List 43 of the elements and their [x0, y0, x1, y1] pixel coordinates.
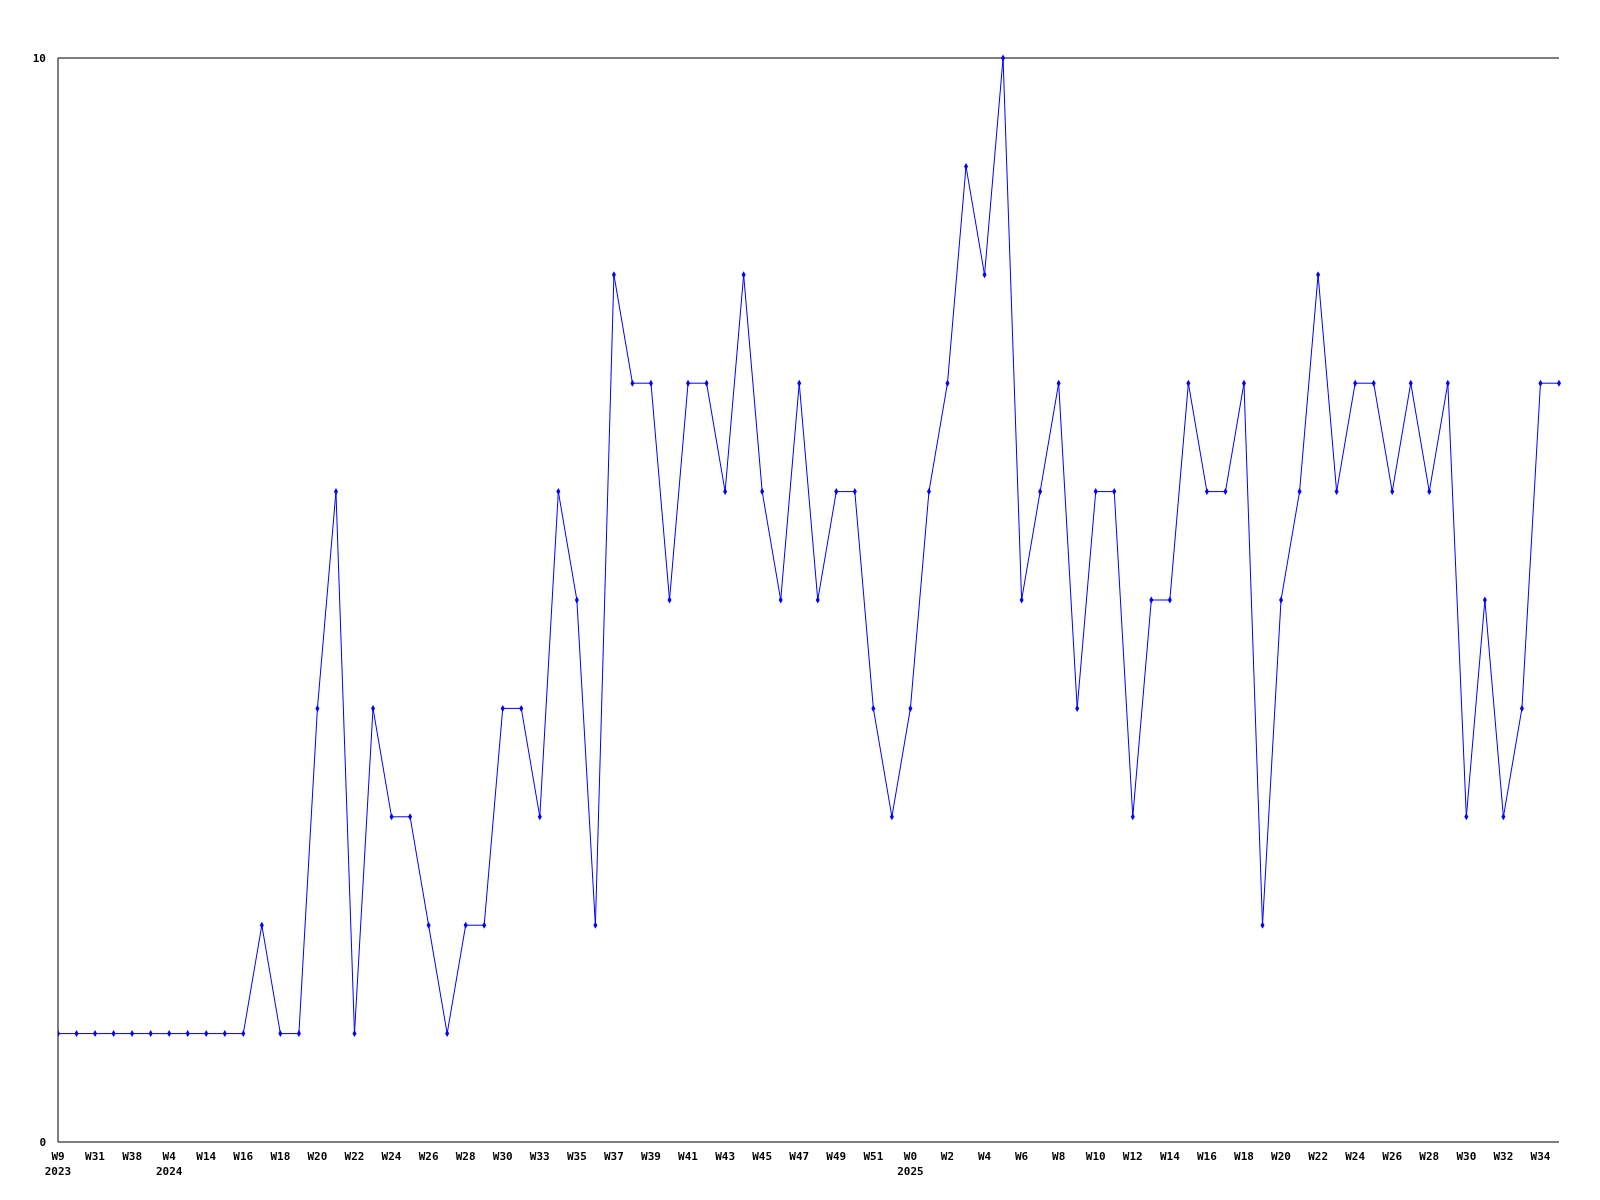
- x-tick-label: W24: [1345, 1150, 1366, 1163]
- x-tick-label: W38: [122, 1150, 143, 1163]
- x-tick-label: W51: [863, 1150, 884, 1163]
- x-tick-label: W8: [1052, 1150, 1066, 1163]
- x-tick-label: W30: [1456, 1150, 1477, 1163]
- x-tick-label: W4: [977, 1150, 992, 1163]
- x-tick-label: W39: [641, 1150, 661, 1163]
- x-tick-label: W28: [1419, 1150, 1440, 1163]
- x-tick-label: W33: [529, 1150, 550, 1163]
- x-tick-label: W32: [1493, 1150, 1514, 1163]
- x-tick-label: W22: [1308, 1150, 1329, 1163]
- x-tick-label: W37: [603, 1150, 624, 1163]
- x-tick-label: W24: [381, 1150, 402, 1163]
- x-tick-label: W45: [752, 1150, 773, 1163]
- x-tick-label: W43: [715, 1150, 736, 1163]
- x-tick-label: W30: [492, 1150, 513, 1163]
- y-tick-label: 10: [32, 51, 46, 65]
- y-tick-label: 0: [39, 1135, 46, 1149]
- x-tick-label: W6: [1014, 1150, 1029, 1163]
- x-tick-label: W20: [307, 1150, 328, 1163]
- x-tick-label: W47: [789, 1150, 810, 1163]
- x-tick-label: W20: [1271, 1150, 1291, 1163]
- x-tick-label: W4 2024: [155, 1150, 183, 1178]
- x-tick-label: W22: [344, 1150, 365, 1163]
- x-tick-label: W26: [418, 1150, 439, 1163]
- x-tick-label: W16: [1196, 1150, 1218, 1163]
- x-tick-label: W10: [1085, 1150, 1106, 1163]
- x-tick-label: W16: [233, 1150, 254, 1163]
- x-tick-label: W41: [678, 1150, 699, 1163]
- x-tick-label: W14: [1159, 1150, 1181, 1163]
- x-tick-label: W35: [566, 1150, 587, 1163]
- x-tick-label: W49: [826, 1150, 847, 1163]
- x-tick-label: W14: [196, 1150, 217, 1163]
- x-tick-label: W18: [270, 1150, 291, 1163]
- x-tick-label: W12: [1122, 1150, 1143, 1163]
- x-tick-label: W34: [1530, 1150, 1551, 1163]
- x-tick-label: W31: [85, 1150, 106, 1163]
- x-tick-label: W18: [1234, 1150, 1254, 1163]
- x-tick-label: W26: [1382, 1150, 1403, 1163]
- x-tick-label: W28: [455, 1150, 476, 1163]
- x-tick-label: W0 2025: [897, 1150, 924, 1178]
- x-tick-label: W2: [940, 1150, 955, 1163]
- x-tick-label: W9 2023: [44, 1150, 72, 1178]
